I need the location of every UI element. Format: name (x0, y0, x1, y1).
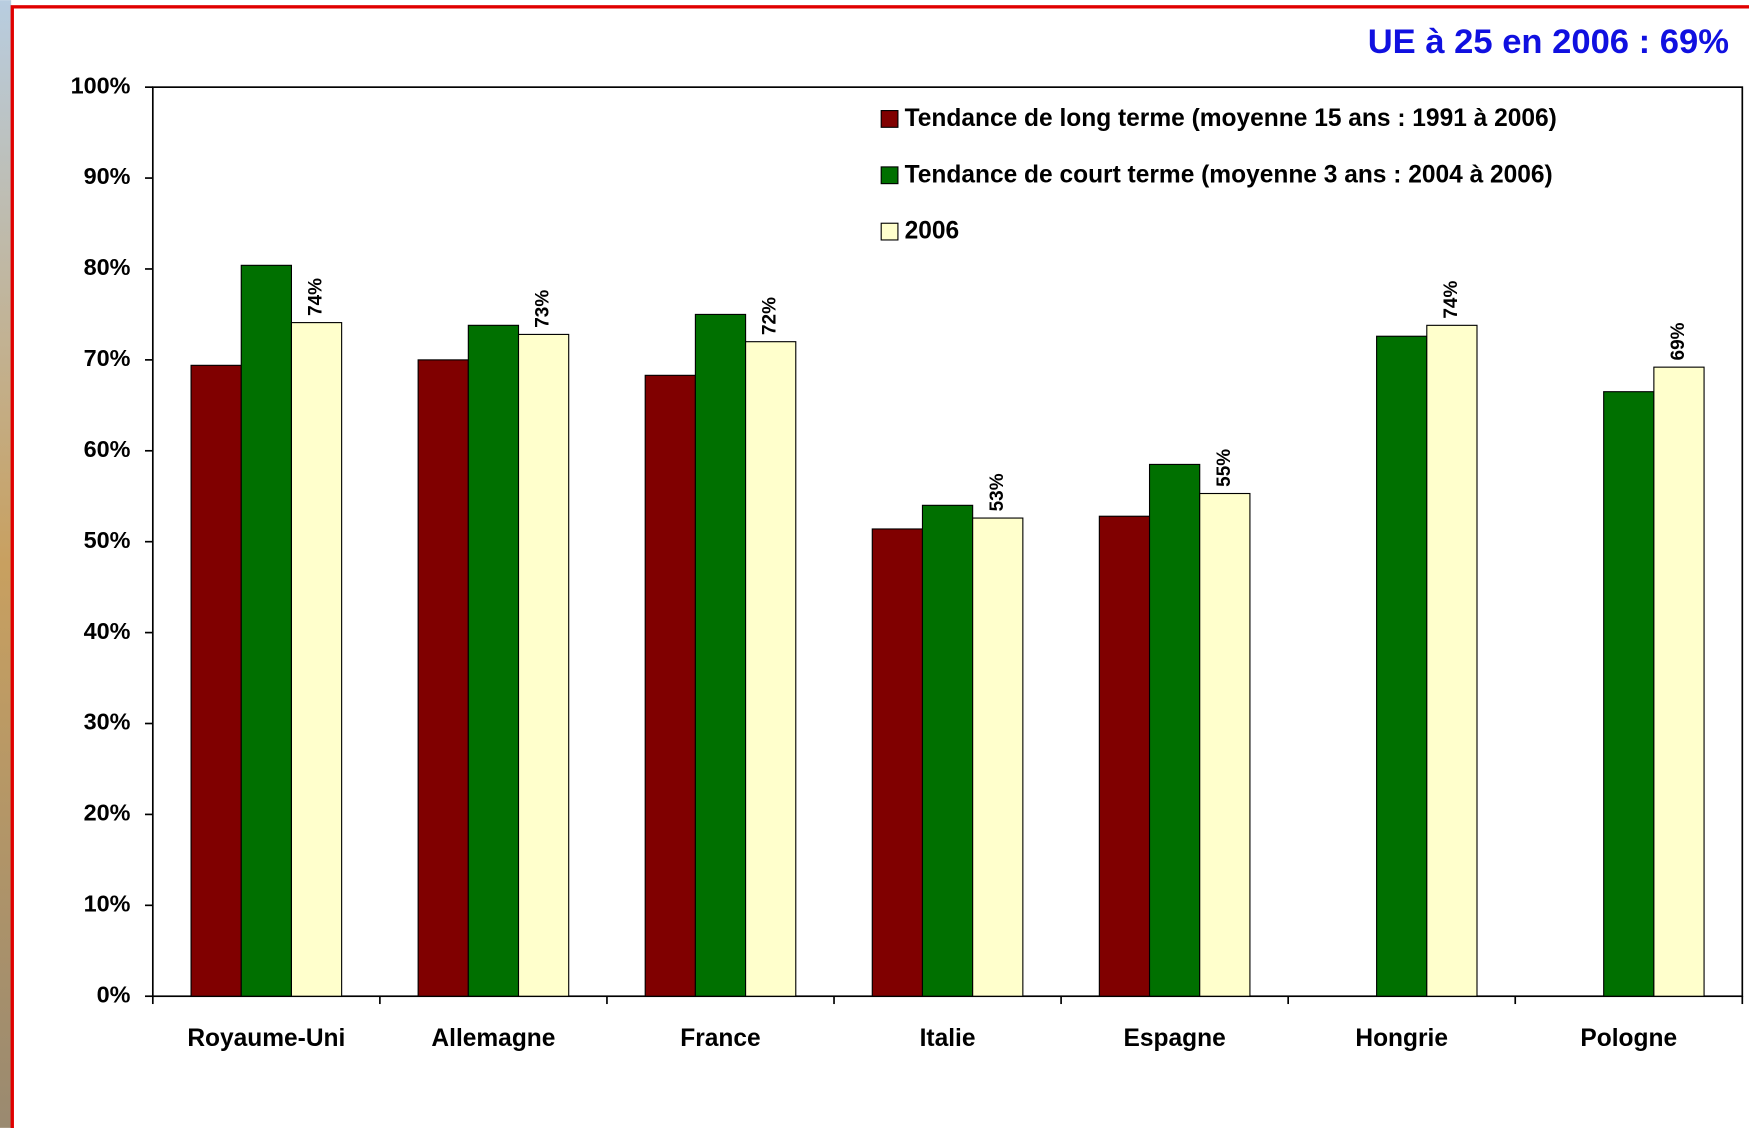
bar (1654, 367, 1704, 996)
data-label: 73% (533, 290, 554, 328)
data-label: 53% (987, 473, 1008, 511)
bar (418, 360, 468, 996)
y-tick-label: 10% (84, 891, 131, 917)
legend-swatch (881, 223, 898, 240)
chart: UE à 25 en 2006 : 69% 0% 10% 20% 30% 40% 50% 6… (0, 0, 1749, 1128)
y-tick-label: 20% (84, 800, 131, 826)
bar (1427, 325, 1477, 996)
y-tick-label: 40% (84, 618, 131, 644)
bar (519, 334, 569, 996)
bar (645, 375, 695, 996)
bar (1604, 392, 1654, 997)
data-label: 74% (306, 278, 327, 316)
y-tick-label: 60% (84, 436, 131, 462)
bar (1377, 336, 1427, 996)
x-tick-label: Pologne (1580, 1025, 1677, 1052)
y-tick-label: 50% (84, 527, 131, 553)
x-tick-label: Italie (920, 1025, 976, 1052)
x-tick-label: Royaume-Uni (187, 1025, 345, 1052)
bar (1200, 494, 1250, 997)
bar (241, 265, 291, 996)
y-tick-label: 30% (84, 709, 131, 735)
bar (291, 323, 341, 997)
data-label: 72% (760, 297, 781, 335)
data-label: 55% (1214, 449, 1235, 487)
y-tick-label: 70% (84, 345, 131, 371)
y-tick-label: 80% (84, 254, 131, 280)
bar (1099, 516, 1149, 996)
bar (695, 314, 745, 996)
y-tick-label: 0% (97, 981, 131, 1007)
x-tick-label: Hongrie (1355, 1025, 1448, 1052)
annotation: UE à 25 en 2006 : 69% (1368, 23, 1729, 61)
bar (973, 518, 1023, 996)
x-tick-label: Espagne (1124, 1025, 1226, 1052)
legend-swatch (881, 167, 898, 184)
bar (191, 365, 241, 996)
page: UE à 25 en 2006 : 69% 0% 10% 20% 30% 40% 50% 6… (0, 0, 1749, 1128)
data-label: 74% (1441, 281, 1462, 319)
legend-swatch (881, 111, 898, 128)
bar (872, 529, 922, 996)
data-label: 69% (1668, 322, 1689, 360)
x-tick-label: France (680, 1025, 760, 1052)
bar (468, 325, 518, 996)
bar (746, 342, 796, 997)
legend-label: Tendance de court terme (moyenne 3 ans :… (905, 161, 1553, 188)
bar (922, 505, 972, 996)
y-tick-label: 90% (84, 163, 131, 189)
y-tick-label: 100% (71, 72, 131, 98)
x-tick-label: Allemagne (431, 1025, 555, 1052)
legend-label: 2006 (905, 218, 960, 245)
legend-label: Tendance de long terme (moyenne 15 ans :… (905, 105, 1557, 132)
bar (1150, 464, 1200, 996)
side-decoration (0, 0, 11, 1128)
